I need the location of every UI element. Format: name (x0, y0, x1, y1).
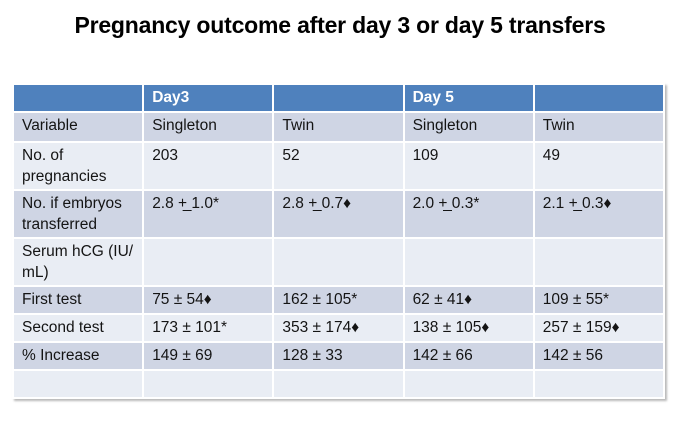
table-cell: 52 (274, 143, 403, 189)
table-cell: Singleton (144, 113, 273, 141)
table-row-percent-increase: % Increase 149 ± 69 128 ± 33 142 ± 66 14… (14, 343, 663, 369)
row-label: No. if embryos transferred (14, 191, 143, 237)
table-row-variable: Variable Singleton Twin Singleton Twin (14, 113, 663, 141)
table-header-row: Day3 Day 5 (14, 85, 663, 111)
table-cell: 138 ± 105♦ (404, 315, 533, 341)
row-label: Serum hCG (IU/​mL) (14, 239, 143, 285)
slide-title: Pregnancy outcome after day 3 or day 5 t… (74, 12, 606, 38)
outcome-table: Day3 Day 5 Variable Singleton Twin Singl… (12, 83, 665, 399)
row-label (14, 371, 143, 397)
table-cell: 203 (144, 143, 273, 189)
table-row-serum-hcg: Serum hCG (IU/​mL) (14, 239, 663, 285)
table-cell: 173 ± 101* (144, 315, 273, 341)
row-label: Second test (14, 315, 143, 341)
header-cell-blank-3 (534, 85, 663, 111)
table-cell: Twin (274, 113, 403, 141)
table-cell: 2.8 +̲ 1.0* (144, 191, 273, 237)
table-cell: Singleton (404, 113, 533, 141)
table-row-embryos-transferred: No. if embryos transferred 2.8 +̲ 1.0* 2… (14, 191, 663, 237)
table-cell: 149 ± 69 (144, 343, 273, 369)
table-row-first-test: First test 75 ± 54♦ 162 ± 105* 62 ± 41♦ … (14, 287, 663, 313)
table-cell: 2.1 +̲ 0.3♦ (534, 191, 663, 237)
table-cell: 75 ± 54♦ (144, 287, 273, 313)
table-cell (534, 239, 663, 285)
table-cell: 128 ± 33 (274, 343, 403, 369)
table-cell: 109 ± 55* (534, 287, 663, 313)
table-cell: 2.0 +̲ 0.3* (404, 191, 533, 237)
table-cell (274, 239, 403, 285)
table-cell (534, 371, 663, 397)
row-label: Variable (14, 113, 143, 141)
table-cell (274, 371, 403, 397)
row-label: % Increase (14, 343, 143, 369)
table-cell: 142 ± 66 (404, 343, 533, 369)
table-cell (404, 239, 533, 285)
table-cell: 109 (404, 143, 533, 189)
table-cell: 257 ± 159♦ (534, 315, 663, 341)
table-row-empty (14, 371, 663, 397)
table-cell: 49 (534, 143, 663, 189)
table-cell: 142 ± 56 (534, 343, 663, 369)
table-cell (404, 371, 533, 397)
table-cell: 162 ± 105* (274, 287, 403, 313)
table-cell (144, 371, 273, 397)
table-cell: Twin (534, 113, 663, 141)
header-cell-day3: Day3 (144, 85, 273, 111)
table-row-second-test: Second test 173 ± 101* 353 ± 174♦ 138 ± … (14, 315, 663, 341)
header-cell-blank-1 (14, 85, 143, 111)
table-cell: 353 ± 174♦ (274, 315, 403, 341)
table-cell: 2.8 +̲ 0.7♦ (274, 191, 403, 237)
header-cell-blank-2 (274, 85, 403, 111)
row-label: First test (14, 287, 143, 313)
header-cell-day5: Day 5 (404, 85, 533, 111)
table-row-no-of-pregnancies: No. of pregnancies 203 52 109 49 (14, 143, 663, 189)
table-cell (144, 239, 273, 285)
row-label: No. of pregnancies (14, 143, 143, 189)
table-cell: 62 ± 41♦ (404, 287, 533, 313)
